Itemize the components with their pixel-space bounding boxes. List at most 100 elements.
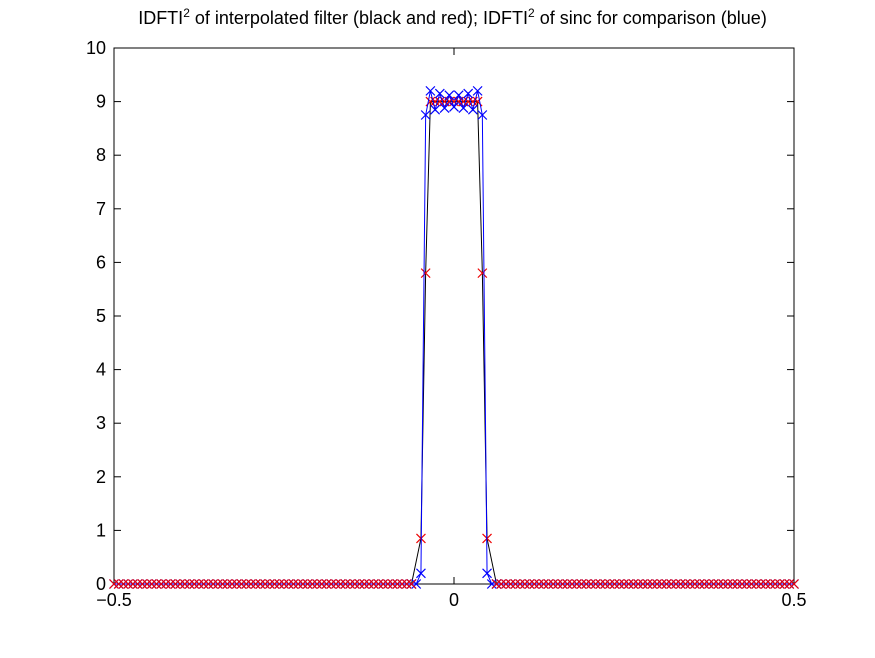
baseline-marker-red [652, 579, 662, 589]
baseline-marker-red [647, 579, 658, 589]
series-black [114, 101, 794, 585]
baseline-marker-red [656, 579, 667, 589]
baseline-marker-red [718, 579, 729, 589]
baseline-marker-red [161, 579, 171, 589]
baseline-marker-red [538, 579, 549, 589]
baseline-marker-red [113, 579, 124, 589]
title-part-2: of interpolated filter (black and red); … [189, 8, 529, 28]
baseline-marker-red [227, 579, 237, 589]
marker-blue [453, 90, 464, 101]
baseline-marker-red [151, 579, 162, 589]
marker-blue [449, 102, 459, 112]
baseline-marker-red [699, 579, 710, 589]
x-tick-label: 0 [449, 590, 459, 610]
baseline-marker-red [288, 579, 299, 589]
baseline-marker-red [321, 579, 332, 589]
series-blue [114, 85, 794, 589]
baseline-marker-red [212, 579, 223, 589]
baseline-marker-red [515, 579, 526, 589]
series-line-blue [114, 90, 794, 585]
baseline-marker-red [741, 579, 752, 589]
baseline-marker-red [609, 579, 620, 589]
axis-ticks [113, 47, 795, 585]
baseline-marker-red [727, 579, 738, 589]
title-sup-1: 2 [183, 6, 190, 20]
baseline-marker-red [756, 579, 766, 589]
baseline-marker-red [109, 579, 119, 589]
baseline-marker-red [642, 579, 653, 589]
marker-red [477, 268, 488, 279]
baseline-marker-red [765, 579, 776, 589]
baseline-marker-red [770, 579, 781, 589]
baseline-marker-red [312, 579, 322, 589]
y-tick-label: 3 [96, 413, 106, 433]
marker-red [420, 268, 431, 279]
y-tick-label: 6 [96, 252, 106, 272]
baseline-marker-red [354, 579, 365, 589]
baseline-marker-red [779, 579, 790, 589]
marker-blue [477, 110, 488, 120]
baseline-marker-red [189, 579, 200, 589]
baseline-marker-red [548, 579, 559, 589]
baseline-marker-red [175, 579, 186, 589]
baseline-marker-red [127, 579, 138, 589]
baseline-marker-red [510, 579, 521, 589]
marker-blue [420, 110, 431, 120]
baseline-marker-red [349, 579, 360, 589]
baseline-marker-red [222, 579, 233, 589]
baseline-marker-red [208, 579, 219, 589]
marker-blue [458, 103, 469, 113]
marker-blue [434, 88, 445, 99]
baseline-marker-red [335, 579, 346, 589]
baseline-marker-red [496, 579, 507, 589]
baseline-marker-red [529, 579, 540, 589]
baseline-marker-red [600, 579, 611, 589]
baseline-marker-red [165, 579, 176, 589]
baseline-marker-red [364, 579, 374, 589]
y-tick-label: 9 [96, 92, 106, 112]
baseline-marker-red [250, 579, 261, 589]
title-sup-2: 2 [528, 6, 535, 20]
baseline-marker-red [595, 579, 606, 589]
baseline-marker-red [316, 579, 327, 589]
baseline-marker-red [293, 579, 304, 589]
baseline-marker-red [297, 579, 308, 589]
baseline-marker-red [784, 579, 795, 589]
baseline-marker-red [737, 579, 747, 589]
y-tick-label: 7 [96, 199, 106, 219]
baseline-marker-red [567, 579, 577, 589]
baseline-marker-red [269, 579, 280, 589]
baseline-marker-red [680, 579, 691, 589]
baseline-marker-red [694, 579, 705, 589]
y-tick-label: 0 [96, 574, 106, 594]
baseline-marker-red [760, 579, 771, 589]
baseline-marker-red [534, 579, 544, 589]
marker-blue [467, 104, 478, 115]
y-tick-label: 2 [96, 467, 106, 487]
baseline-marker-red [689, 579, 700, 589]
series-line-black [114, 101, 794, 585]
baseline-marker-red [236, 579, 247, 589]
baseline-marker-red [132, 579, 143, 589]
baseline-marker-red [576, 579, 587, 589]
baseline-marker-red [732, 579, 743, 589]
baseline-marker-red [666, 579, 677, 589]
baseline-marker-red [368, 579, 379, 589]
baseline-marker-red [557, 579, 568, 589]
baseline-marker-red [519, 579, 530, 589]
baseline-marker-red [142, 579, 152, 589]
baseline-markers [109, 579, 799, 589]
baseline-marker-red [590, 579, 601, 589]
baseline-marker-red [562, 579, 573, 589]
baseline-marker-red [552, 579, 563, 589]
y-tick-label: 10 [86, 38, 106, 58]
baseline-marker-red [373, 579, 384, 589]
marker-blue [430, 104, 441, 115]
marker-blue [472, 85, 483, 96]
baseline-marker-red [340, 579, 351, 589]
baseline-marker-red [331, 579, 341, 589]
baseline-marker-red [156, 579, 167, 589]
baseline-marker-red [382, 579, 393, 589]
